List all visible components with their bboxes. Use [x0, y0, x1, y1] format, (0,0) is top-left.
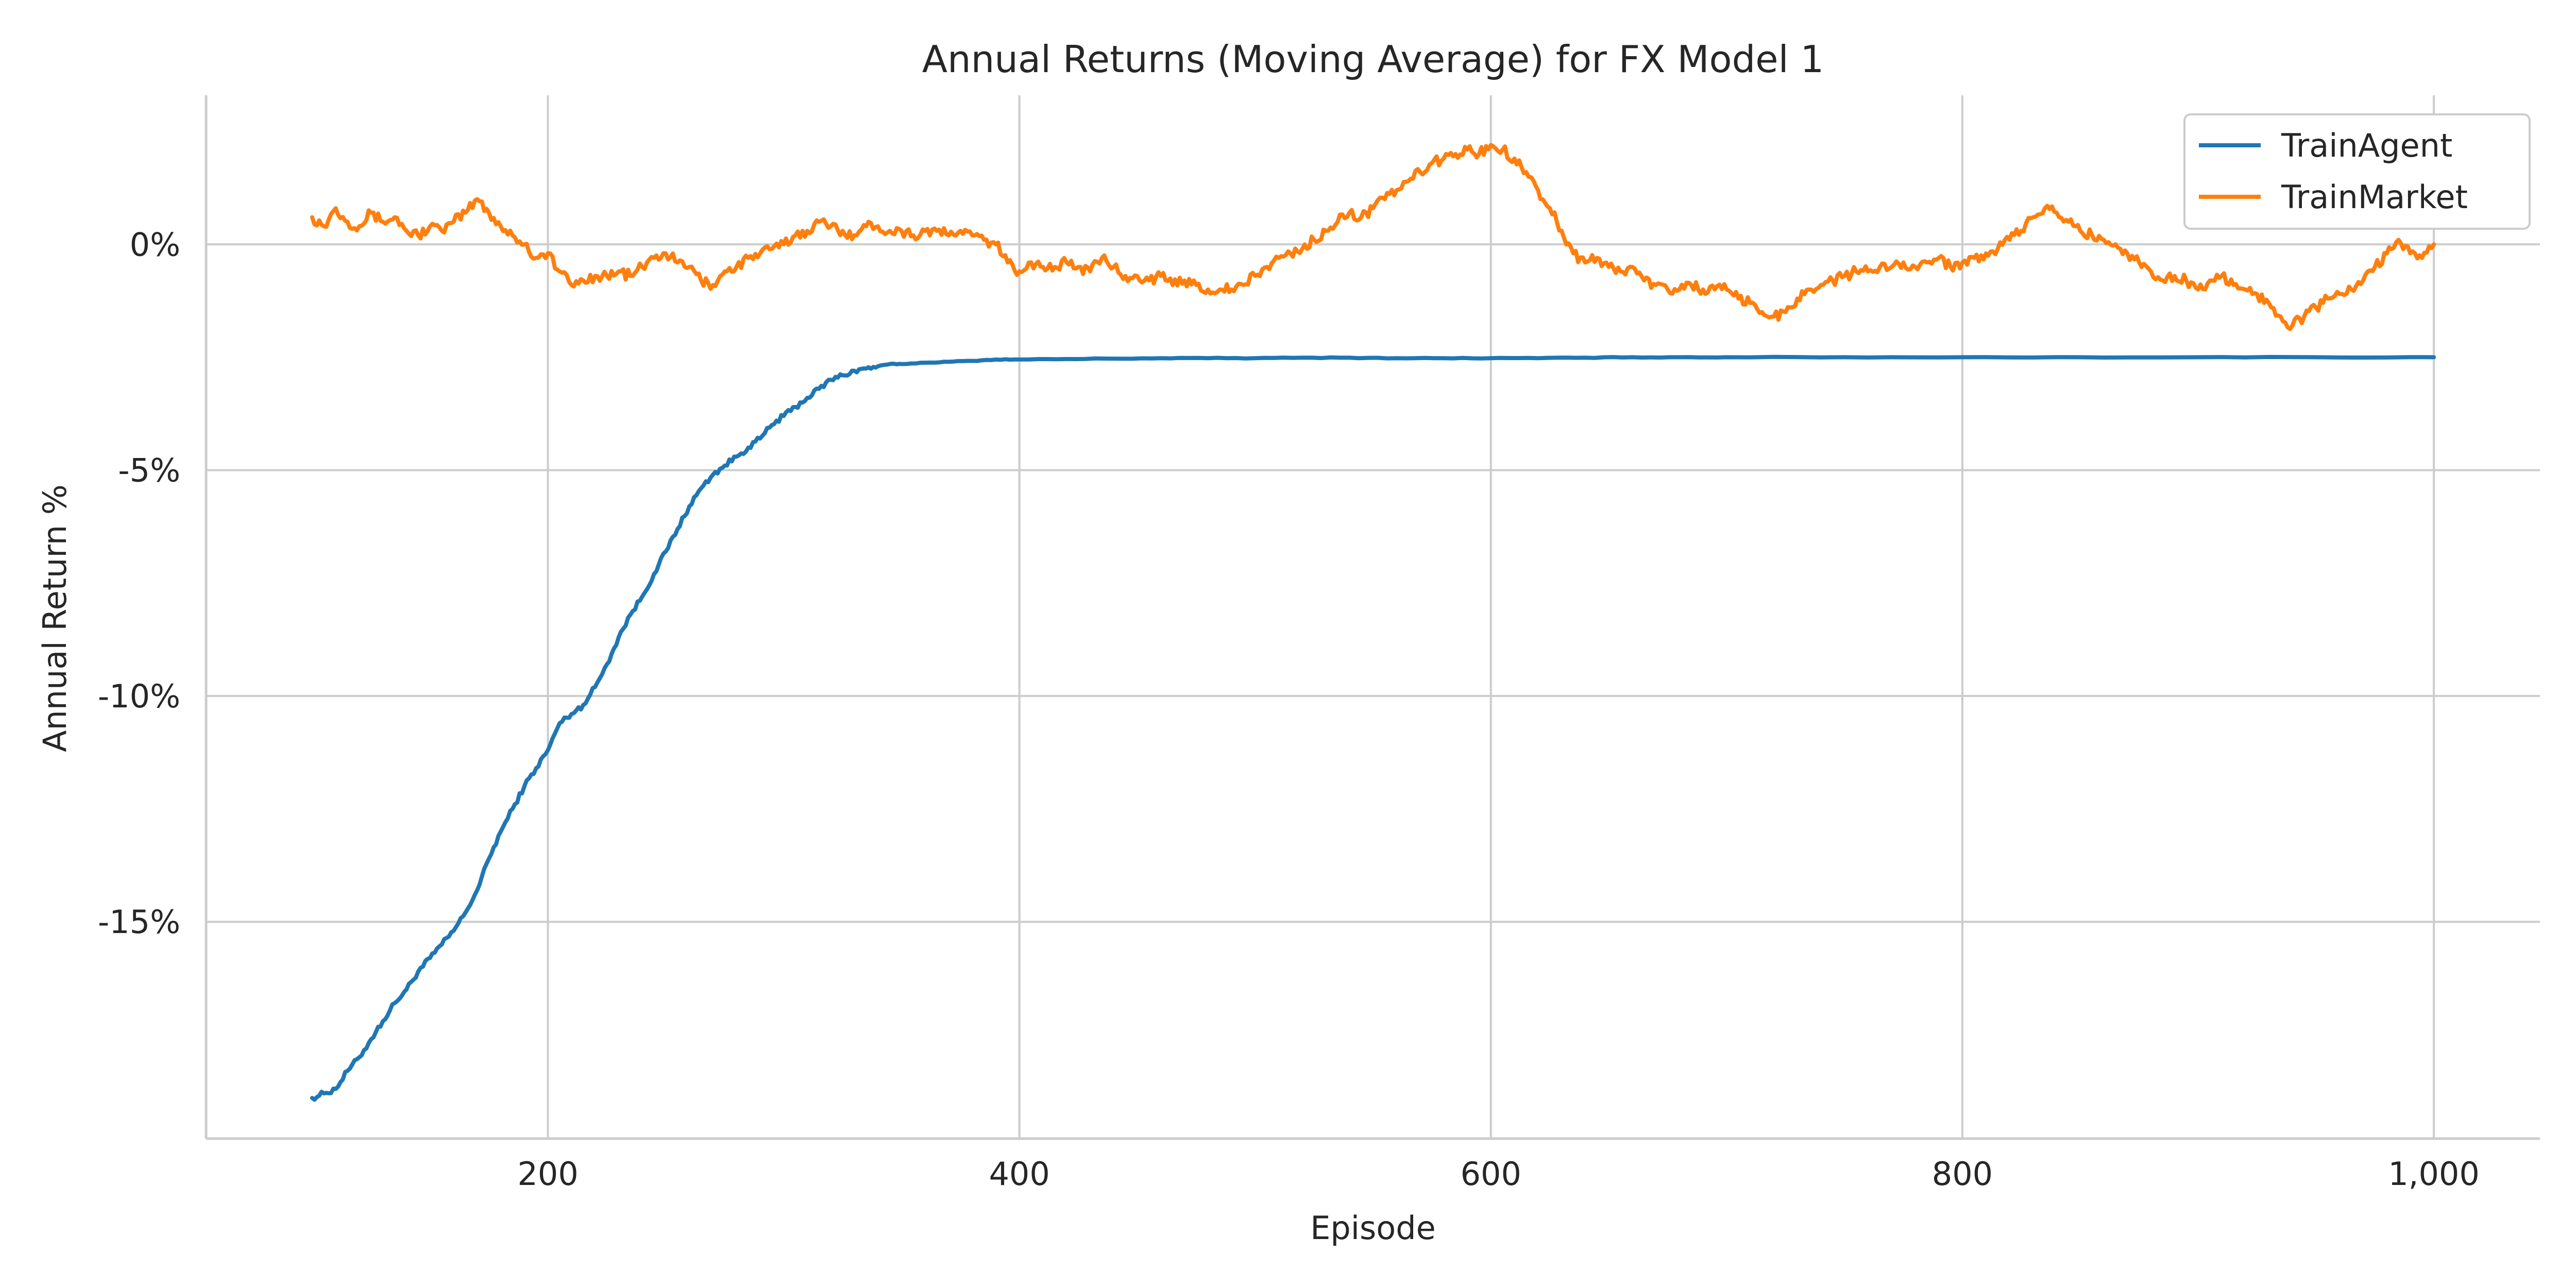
y-tick-label: -10%	[98, 677, 180, 715]
y-tick-label: -15%	[98, 903, 180, 941]
tick-labels: 200 400 600 800 1,000 0% -5% -10% -15%	[98, 226, 2480, 1193]
y-axis-label: Annual Return %	[36, 484, 74, 752]
legend: TrainAgent TrainMarket	[2183, 113, 2531, 230]
series-lines	[310, 143, 2436, 1102]
axis-spines	[205, 95, 2540, 1140]
legend-label: TrainMarket	[2281, 178, 2468, 216]
x-tick-label: 1,000	[2388, 1155, 2480, 1193]
x-tick-label: 600	[1461, 1155, 1521, 1193]
y-tick-label: 0%	[130, 226, 180, 263]
legend-label: TrainAgent	[2281, 127, 2452, 164]
series-line-trainmarket	[310, 143, 2436, 331]
y-tick-label: -5%	[118, 452, 180, 489]
series-line-trainagent	[310, 354, 2436, 1102]
legend-box	[2183, 113, 2531, 230]
x-tick-label: 800	[1932, 1155, 1993, 1193]
x-axis-label: Episode	[1310, 1209, 1436, 1247]
grid-lines	[206, 95, 2540, 1139]
x-tick-label: 200	[517, 1155, 578, 1193]
chart-title: Annual Returns (Moving Average) for FX M…	[922, 38, 1824, 81]
x-tick-label: 400	[989, 1155, 1049, 1193]
